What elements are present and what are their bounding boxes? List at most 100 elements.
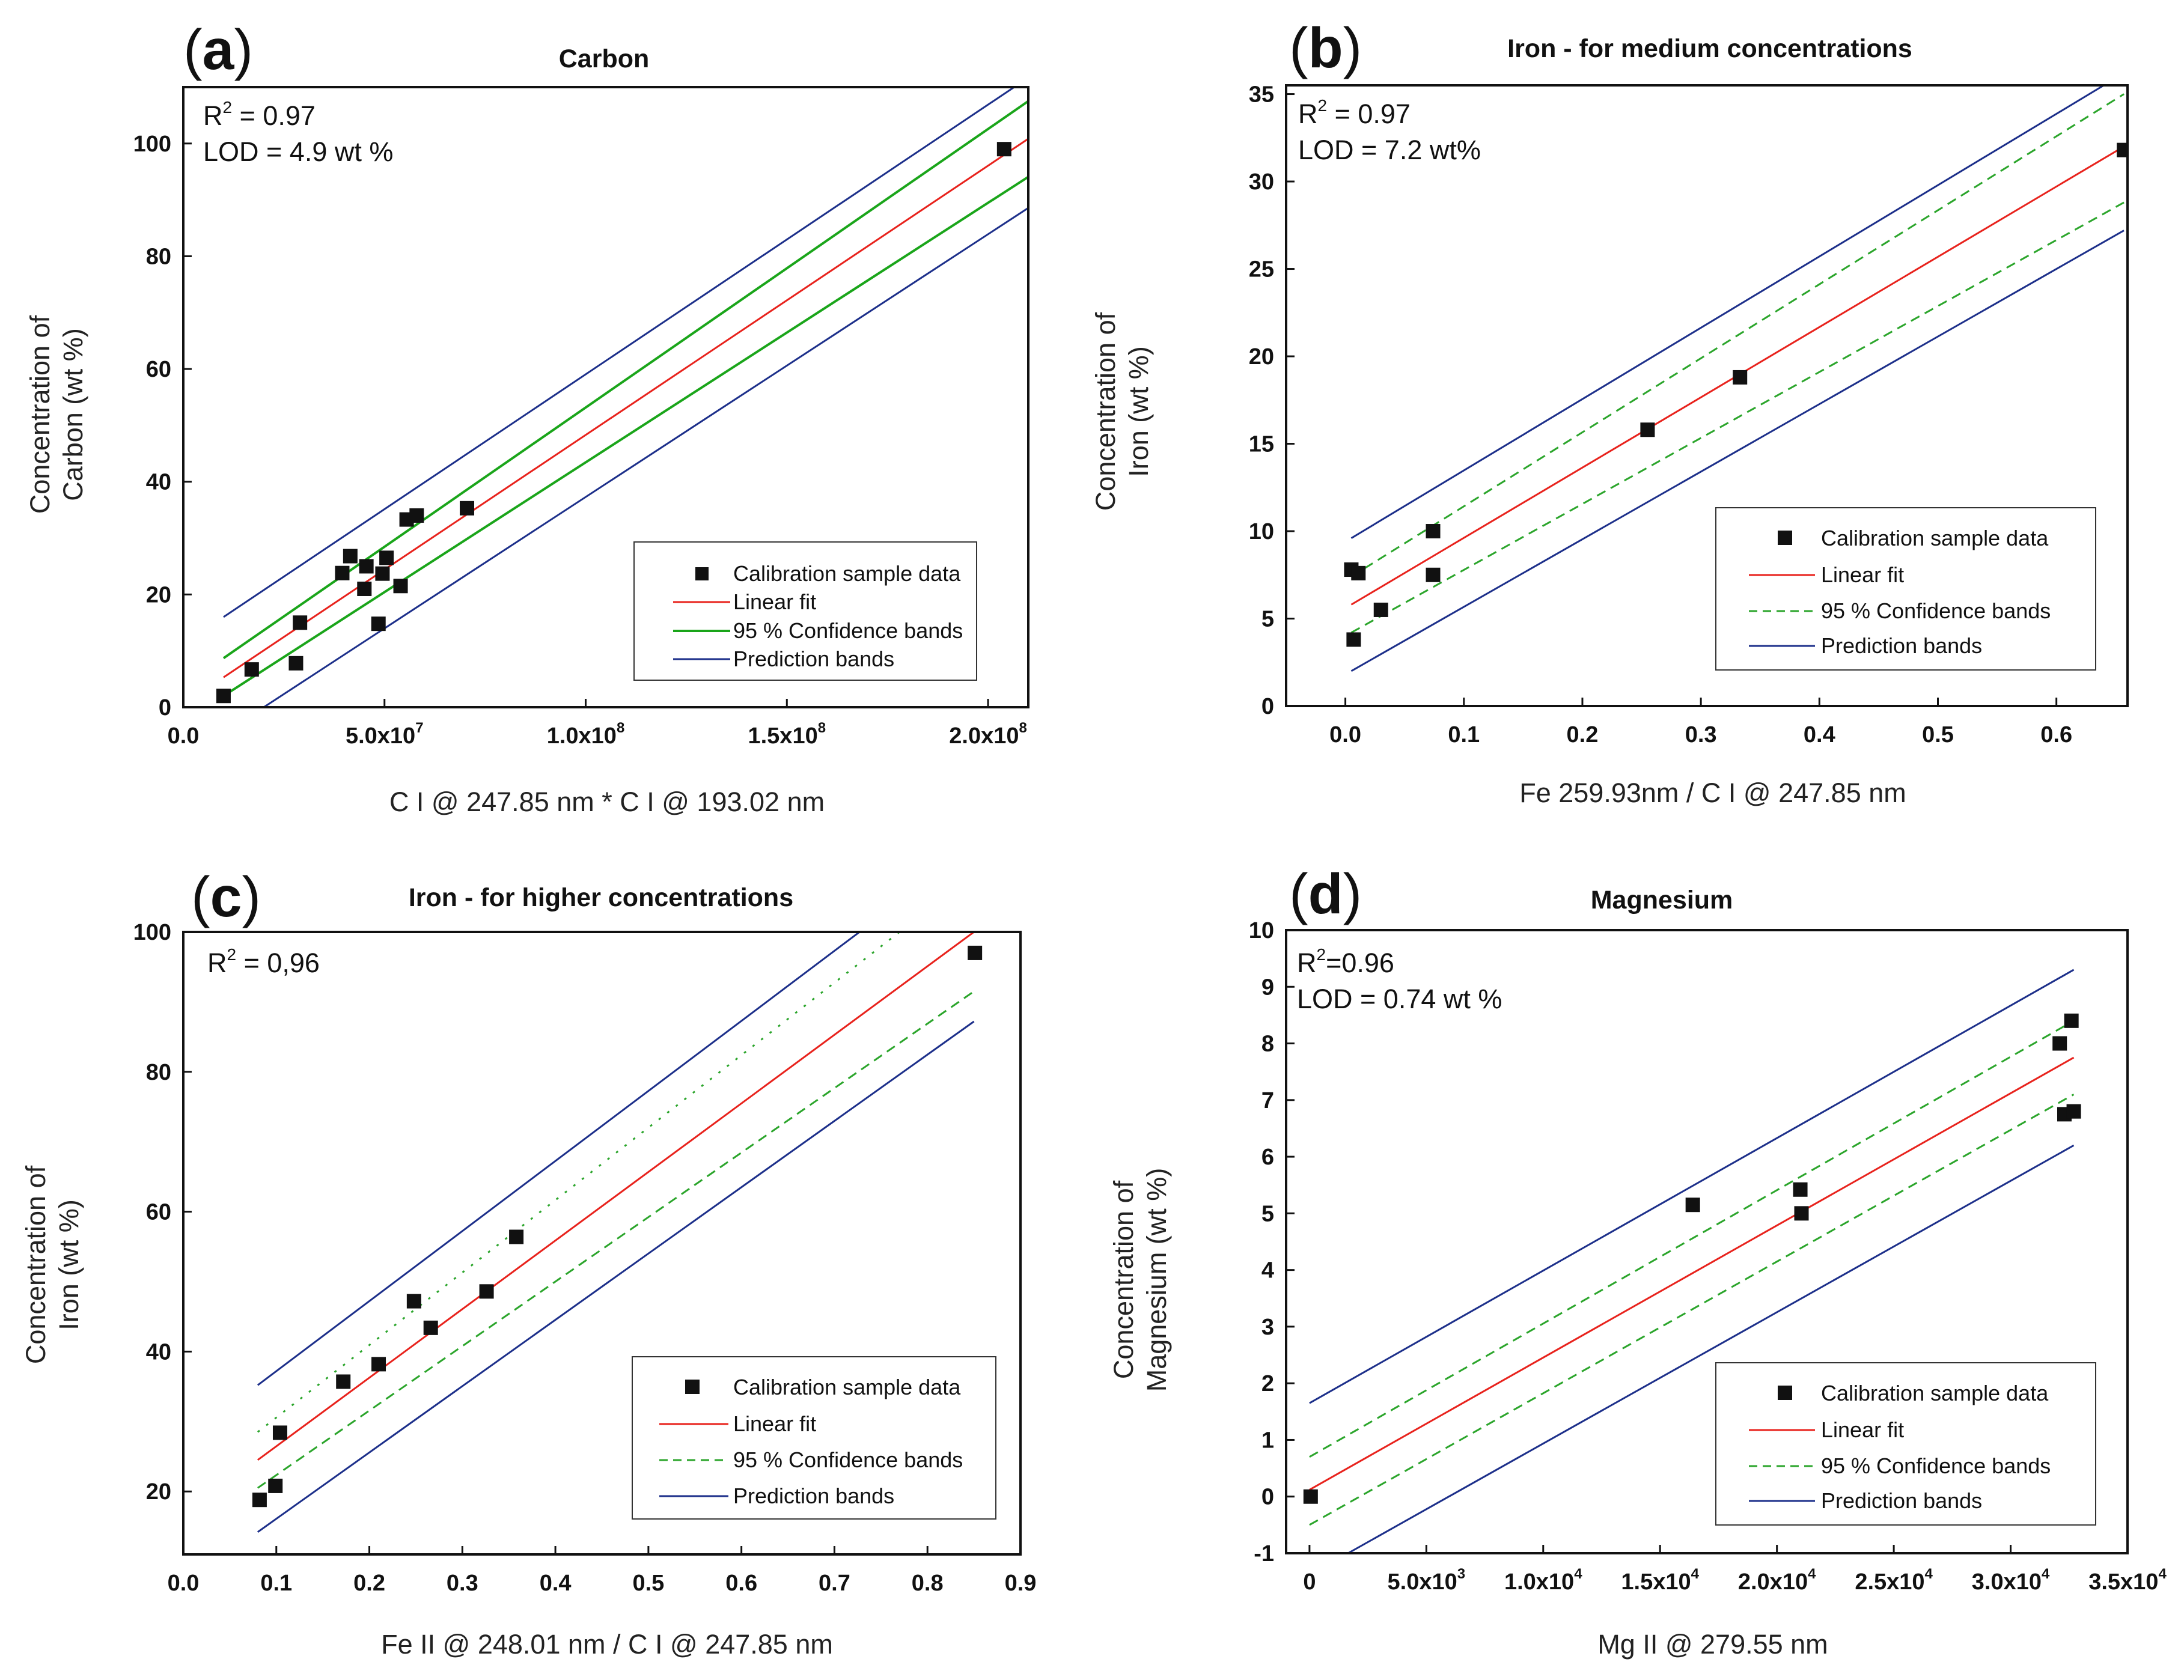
- confidence-band-lower: [257, 990, 975, 1489]
- data-point: [1793, 1182, 1808, 1197]
- x-tick-label: 0.1: [260, 1571, 292, 1596]
- legend-label-confidence: 95 % Confidence bands: [733, 618, 963, 643]
- data-point: [357, 581, 372, 596]
- legend-label-fit: Linear fit: [733, 589, 816, 614]
- legend-label-fit: Linear fit: [733, 1411, 816, 1436]
- linear-fit-line: [1309, 1056, 2075, 1491]
- x-tick-labels: 0.0 5.0x107 1.0x108 1.5x108 2.0x108: [168, 699, 1027, 749]
- prediction-band-upper: [1350, 85, 2105, 539]
- data-point: [343, 549, 358, 564]
- data-point: [1794, 1206, 1809, 1221]
- y-tick-label: 80: [146, 244, 171, 269]
- x-axis-label: Fe 259.93nm / C I @ 247.85 nm: [1519, 778, 1906, 808]
- x-tick-label: 0.9: [1005, 1571, 1037, 1596]
- data-point: [1351, 565, 1366, 580]
- y-axis-label-line2: Iron (wt %): [53, 1199, 84, 1330]
- data-point: [968, 945, 983, 960]
- y-tick-label: 3: [1261, 1315, 1274, 1340]
- prediction-band-upper: [223, 87, 1015, 618]
- lod-annotation: LOD = 7.2 wt%: [1298, 135, 1481, 165]
- data-point: [1733, 370, 1748, 385]
- y-tick-label: 15: [1249, 432, 1274, 457]
- y-tick-label: 5: [1261, 607, 1274, 632]
- x-tick-label: 2.0x108: [949, 720, 1027, 749]
- r2-annotation: R2 = 0.97: [203, 98, 316, 131]
- legend: Calibration sample data Linear fit 95 % …: [632, 1356, 996, 1520]
- data-point: [2064, 1013, 2079, 1028]
- legend-label-confidence: 95 % Confidence bands: [733, 1447, 963, 1472]
- confidence-band-upper: [1350, 93, 2125, 577]
- data-point: [406, 1294, 421, 1309]
- confidence-band-lower: [1309, 1094, 2075, 1526]
- x-tick-label: 0.0: [168, 723, 200, 749]
- data-point: [1640, 422, 1655, 437]
- y-tick-label: 0: [1261, 1485, 1274, 1510]
- x-tick-label: 0.1: [1448, 722, 1480, 747]
- x-tick-label: 0.8: [912, 1571, 944, 1596]
- data-point: [216, 689, 231, 704]
- x-tick-label: 0.4: [540, 1571, 572, 1596]
- y-tick-label: 8: [1261, 1032, 1274, 1057]
- y-tick-label: 20: [146, 582, 171, 607]
- x-tick-label: 0: [1303, 1569, 1316, 1595]
- x-tick-label: 3.0x104: [1972, 1566, 2050, 1595]
- data-point: [335, 565, 350, 580]
- y-tick-label: 20: [1249, 344, 1274, 370]
- data-point: [460, 501, 475, 516]
- y-tick-label: 25: [1249, 257, 1274, 282]
- data-point: [2117, 142, 2128, 157]
- data-point: [1303, 1489, 1318, 1504]
- legend-swatch-points: [1778, 531, 1792, 545]
- data-point: [371, 616, 386, 632]
- legend-label-prediction: Prediction bands: [733, 1484, 894, 1508]
- y-axis-label-line2: Magnesium (wt %): [1141, 1168, 1172, 1392]
- x-axis-label: Fe II @ 248.01 nm / C I @ 247.85 nm: [381, 1629, 833, 1660]
- y-tick-label: 2: [1261, 1371, 1274, 1396]
- x-tick-labels: 0.0 0.1 0.2 0.3 0.4 0.5 0.6: [1329, 698, 2072, 747]
- legend: Calibration sample data Linear fit 95 % …: [1715, 507, 2096, 671]
- data-point: [1426, 524, 1441, 539]
- data-point: [1685, 1198, 1700, 1213]
- y-axis-label-line1: Concentration of: [20, 1165, 51, 1364]
- x-tick-label: 2.5x104: [1855, 1566, 1933, 1595]
- panel-b: (b) Iron - for medium concentrations R2 …: [1090, 16, 2129, 808]
- linear-fit-line: [257, 932, 975, 1461]
- x-tick-label: 0.2: [1567, 722, 1599, 747]
- panel-title: Magnesium: [1591, 886, 1733, 915]
- y-axis-label-line2: Iron (wt %): [1123, 346, 1154, 477]
- x-tick-label: 0.0: [1329, 722, 1361, 747]
- confidence-band-lower: [222, 175, 1028, 697]
- data-point: [409, 508, 424, 523]
- plot-frame: [1285, 929, 2129, 1554]
- legend-label-points: Calibration sample data: [1821, 1381, 2049, 1405]
- panel-c: (c) Iron - for higher concentrations R2 …: [20, 865, 1036, 1660]
- lod-annotation: LOD = 4.9 wt %: [203, 136, 393, 167]
- y-tick-label: 6: [1261, 1145, 1274, 1170]
- x-tick-label: 0.5: [1922, 722, 1954, 747]
- data-point: [371, 1357, 386, 1372]
- lod-annotation: LOD = 0.74 wt %: [1297, 984, 1502, 1014]
- x-tick-label: 0.7: [819, 1571, 850, 1596]
- legend-box: [633, 541, 977, 681]
- x-tick-label: 5.0x103: [1388, 1566, 1466, 1595]
- legend: Calibration sample data Linear fit 95 % …: [633, 541, 977, 681]
- x-tick-label: 2.0x104: [1738, 1566, 1816, 1595]
- x-tick-label: 3.5x104: [2088, 1566, 2167, 1595]
- x-tick-label: 0.2: [353, 1571, 385, 1596]
- panel-label-d: (d): [1289, 862, 1362, 926]
- data-point: [375, 566, 390, 581]
- panel-title: Carbon: [559, 44, 650, 73]
- panel-a: (a) Carbon R2 = 0.97 LOD = 4.9 wt % C I …: [25, 18, 1029, 817]
- y-tick-label: 4: [1261, 1258, 1274, 1283]
- data-point: [336, 1374, 351, 1389]
- confidence-band-upper: [1309, 1020, 2075, 1458]
- legend-label-fit: Linear fit: [1821, 1417, 1904, 1442]
- y-tick-labels: -1 0 1 2 3 4 5 6 7 8 9 10: [1249, 918, 1295, 1566]
- plot-frame: [1285, 84, 2129, 707]
- data-point: [379, 550, 394, 565]
- y-tick-label: 100: [133, 132, 171, 157]
- series-group: [252, 932, 983, 1533]
- legend-label-confidence: 95 % Confidence bands: [1821, 1453, 2051, 1478]
- x-axis-label: C I @ 247.85 nm * C I @ 193.02 nm: [389, 787, 825, 817]
